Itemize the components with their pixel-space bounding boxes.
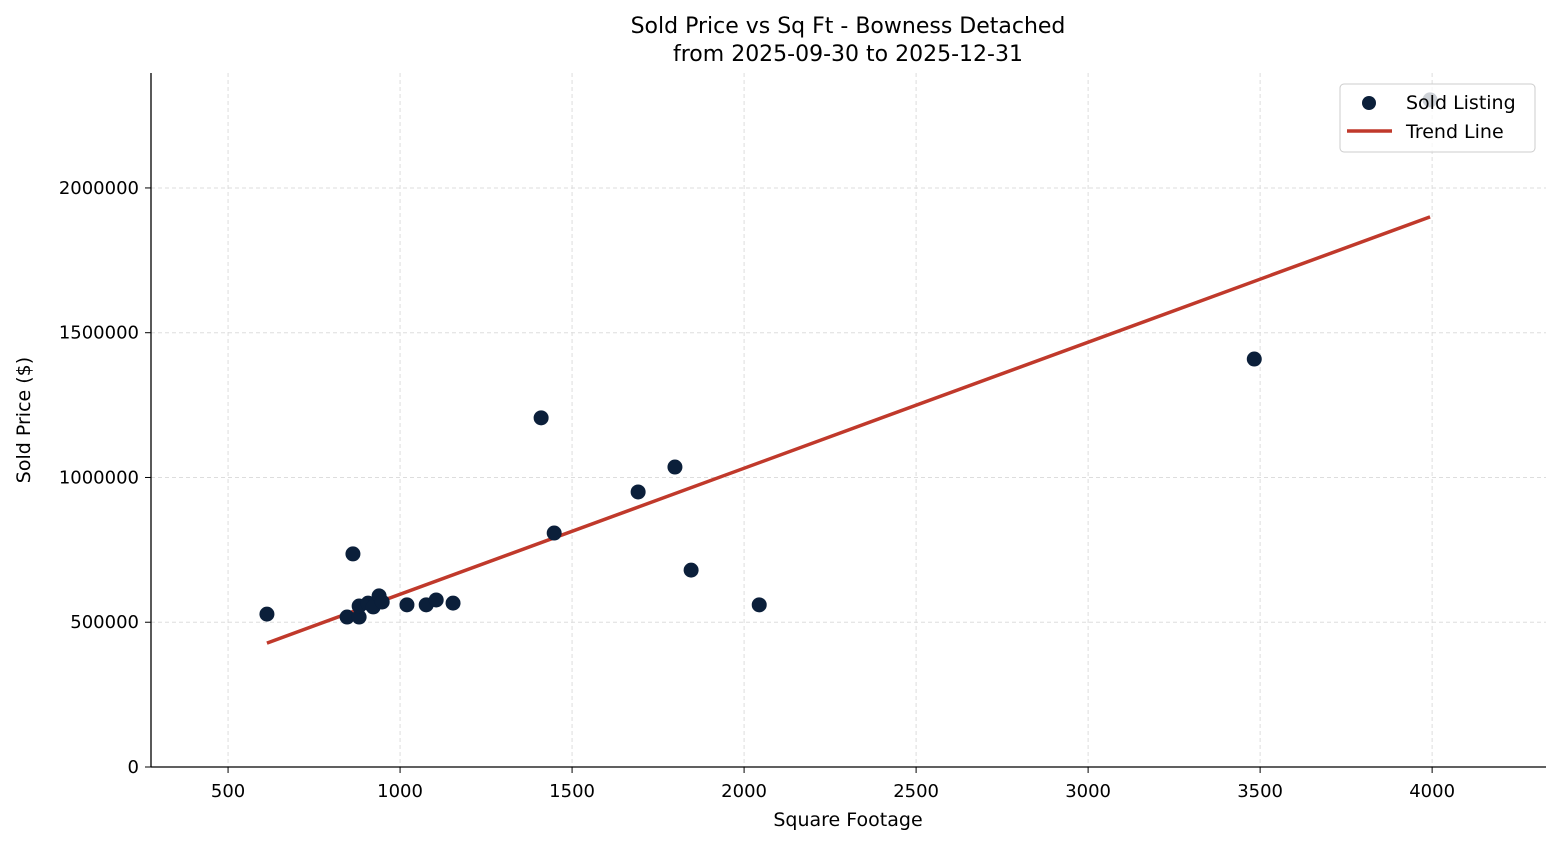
legend: Sold Listing Trend Line	[1339, 83, 1536, 153]
x-tick-label: 2500	[893, 781, 939, 802]
data-point	[533, 410, 549, 426]
x-axis-label: Square Footage	[773, 809, 922, 831]
y-tick-label: 500000	[70, 612, 139, 633]
data-point	[351, 609, 367, 625]
data-point	[428, 592, 444, 608]
x-tick-label: 2000	[721, 781, 767, 802]
ticks: 500 1000 1500 2000 2500 3000 3500 4000 0 500000 10…	[59, 178, 1455, 802]
y-tick-label: 0	[128, 757, 139, 778]
data-point	[345, 546, 361, 562]
grid	[151, 73, 1546, 768]
x-tick-label: 1000	[377, 781, 423, 802]
legend-marker-points	[1362, 96, 1376, 110]
data-point	[339, 609, 355, 625]
chart-title: Sold Price vs Sq Ft - Bowness Detached	[631, 14, 1066, 39]
y-axis-label: Sold Price ($)	[13, 357, 35, 483]
x-tick-label: 3000	[1065, 781, 1111, 802]
data-point	[374, 594, 390, 610]
chart-subtitle: from 2025-09-30 to 2025-12-31	[673, 42, 1023, 67]
data-point	[667, 459, 683, 475]
data-point	[683, 562, 699, 578]
legend-label-trend: Trend Line	[1405, 121, 1504, 143]
y-tick-label: 1000000	[59, 467, 139, 488]
data-point	[630, 484, 646, 500]
data-point	[445, 595, 461, 611]
x-tick-label: 4000	[1409, 781, 1455, 802]
data-point	[259, 606, 275, 622]
y-tick-label: 1500000	[59, 323, 139, 344]
trend-line	[266, 215, 1431, 645]
x-tick-label: 500	[211, 781, 245, 802]
legend-label-points: Sold Listing	[1406, 92, 1516, 114]
x-tick-label: 3500	[1237, 781, 1283, 802]
data-point	[546, 525, 562, 541]
data-point	[399, 597, 415, 613]
data-point	[751, 597, 767, 613]
y-tick-label: 2000000	[59, 178, 139, 199]
x-tick-label: 1500	[549, 781, 595, 802]
marks	[259, 92, 1438, 645]
data-point	[1246, 351, 1262, 367]
